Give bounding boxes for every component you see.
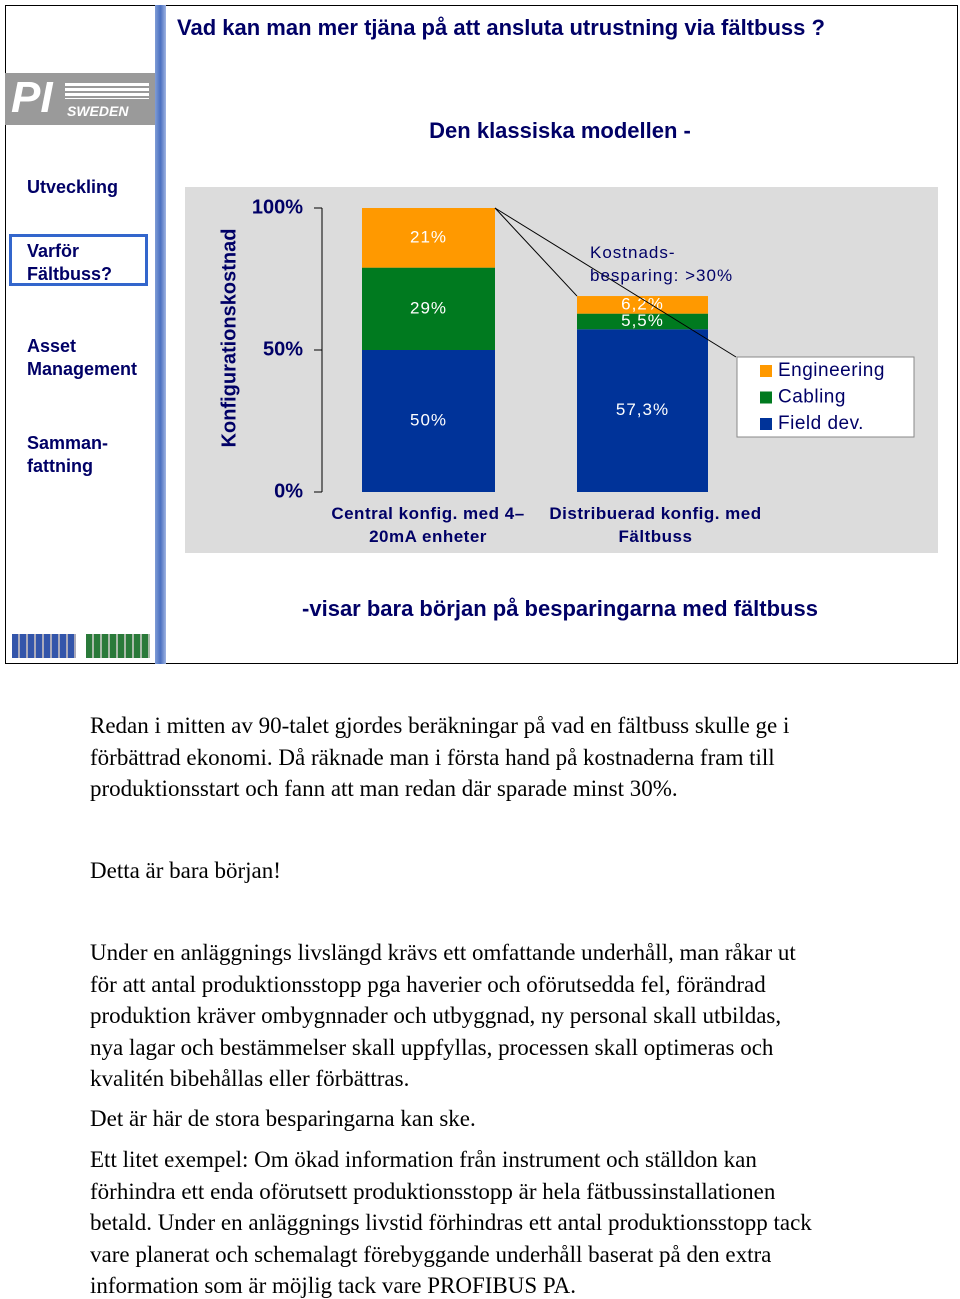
text-line: Redan i mitten av 90-talet gjordes beräk… (90, 713, 790, 738)
bus-logo (86, 634, 150, 658)
text-line: information som är möjlig tack vare PROF… (90, 1273, 576, 1298)
nav-item[interactable]: Utveckling (27, 177, 119, 197)
nav-highlight (9, 234, 148, 286)
bar-segment (362, 208, 495, 268)
text-line: förhindra ett enda oförutsett produktion… (90, 1178, 776, 1204)
bar-segment (577, 329, 708, 492)
text-line: Detta är bara början! (90, 858, 281, 883)
logo-box: PI SWEDEN (5, 73, 155, 125)
slide-subtitle: Den klassiska modellen - (429, 118, 691, 143)
text-line: kvalitén bibehållas eller förbättras. (90, 1066, 410, 1091)
value-label: 5,5% (621, 311, 664, 330)
chart: Konfigurationskostnad 0% 50% 100% 50% 29% 21%… (185, 187, 938, 553)
text-line: produktionsstart och fann att man redan … (90, 776, 678, 801)
y-tick-label: 50% (263, 338, 303, 360)
text-line: för att antal produktionsstopp pga haver… (90, 971, 766, 997)
sidebar-stripe (155, 5, 166, 664)
y-tick-label: 0% (274, 480, 303, 502)
text-line: Ett litet exempel: Om ökad information f… (90, 1147, 757, 1172)
legend-label: Field dev. (778, 413, 864, 434)
annotation: Kostnads-besparing: >30% (590, 243, 734, 285)
value-label: 50% (410, 410, 447, 429)
value-label: 21% (410, 227, 447, 246)
bar-segment (362, 267, 495, 350)
logo-sub: SWEDEN (67, 103, 129, 119)
nav-item[interactable]: Asset Management (27, 336, 138, 379)
logo: PI (11, 73, 53, 122)
connector (494, 207, 737, 358)
nav-item[interactable]: Samman-fattning (27, 433, 109, 476)
legend-swatch (760, 391, 772, 404)
text-line: vare planerat och schemalagt förebyggand… (90, 1241, 772, 1267)
x-tick-label: Central konfig. med 4–20mA enheter (331, 504, 525, 546)
slide-title: Vad kan man mer tjäna på att ansluta utr… (177, 15, 825, 40)
legend-swatch (760, 418, 772, 430)
connector (494, 207, 578, 297)
value-label: 6,2% (621, 294, 664, 313)
legend-label: Cabling (778, 387, 846, 408)
x-tick-label: Distribuerad konfig. med Fältbuss (549, 504, 762, 546)
text-line: produktion kräver ombygnnader och utbygg… (90, 1003, 782, 1028)
text-line: förbättrad ekonomi. Då räknade man i för… (90, 744, 775, 770)
bar-segment (362, 350, 495, 492)
text-line: Det är här de stora besparingarna kan sk… (90, 1106, 476, 1131)
value-label: 57,3% (616, 400, 669, 419)
text-line: Under en anläggnings livslängd krävs ett… (90, 940, 796, 965)
bar-segment (577, 296, 708, 314)
slide-frame (5, 5, 958, 664)
bar-segment (577, 313, 708, 330)
text-line: betald. Under en anläggnings livstid för… (90, 1210, 812, 1235)
legend-swatch (760, 365, 772, 377)
text-line: nya lagar och bestämmelser skall uppfyll… (90, 1034, 774, 1060)
legend-label: Engineering (778, 360, 885, 381)
value-label: 29% (410, 298, 447, 317)
slide-footer: -visar bara början på besparingarna med … (302, 596, 818, 621)
bus-logo (12, 634, 76, 658)
logo-stripes (65, 83, 149, 99)
y-tick-label: 100% (252, 196, 303, 218)
y-axis-label: Konfigurationskostnad (218, 229, 240, 448)
nav-item[interactable]: Varför Fältbuss? (27, 241, 113, 284)
